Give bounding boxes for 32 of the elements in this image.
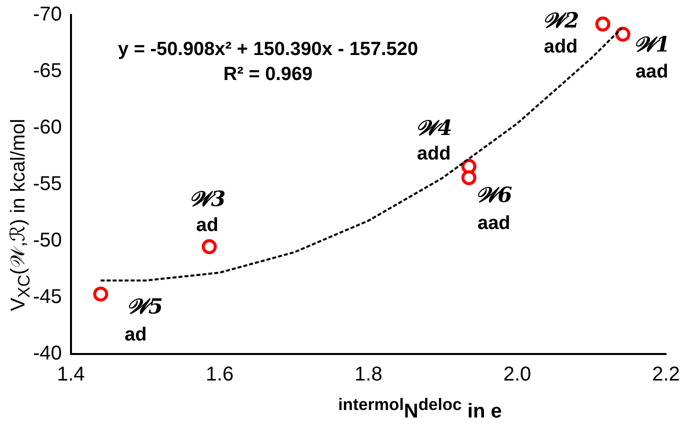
annotation: R² = 0.969 [223, 64, 313, 86]
annotation: aad [478, 212, 510, 234]
y-tick-label: -60 [33, 116, 62, 139]
x-tick-label: 2.2 [652, 364, 680, 386]
annotation: ad [196, 214, 218, 236]
annotation: 𝒲5 [126, 294, 163, 319]
annotation: ad [124, 324, 147, 346]
y-tick-label: -40 [33, 342, 62, 365]
y-tick-label: -45 [33, 286, 62, 308]
y-tick-label: -50 [33, 230, 62, 252]
x-tick-label: 1.6 [206, 364, 234, 386]
point [615, 26, 630, 42]
x-tick-label: 1.4 [57, 364, 85, 386]
annotation: 𝒲4 [416, 114, 452, 140]
annotation: aad [635, 61, 668, 82]
annotation: 𝒲2 [542, 7, 580, 32]
annotation: add [416, 144, 451, 165]
annotation: y = -50.908x² + 150.390x - 157.520 [118, 39, 418, 60]
y-tick-label: -70 [33, 4, 62, 26]
x-axis-title: $^{intermol}$N$^{deloc}$ in e [337, 395, 503, 424]
point [461, 170, 476, 186]
x-tick-label: 2.0 [503, 364, 532, 386]
annotation: 𝒲6 [476, 182, 513, 208]
x-tick-label: 1.8 [354, 364, 382, 386]
point [202, 239, 217, 254]
annotation: add [544, 36, 578, 58]
annotation: 𝒲1 [634, 32, 670, 57]
y-tick-label: -55 [33, 173, 62, 196]
annotation: 𝒲3 [188, 186, 226, 212]
point [93, 286, 108, 302]
point [595, 16, 610, 32]
y-tick-label: -65 [33, 60, 62, 82]
